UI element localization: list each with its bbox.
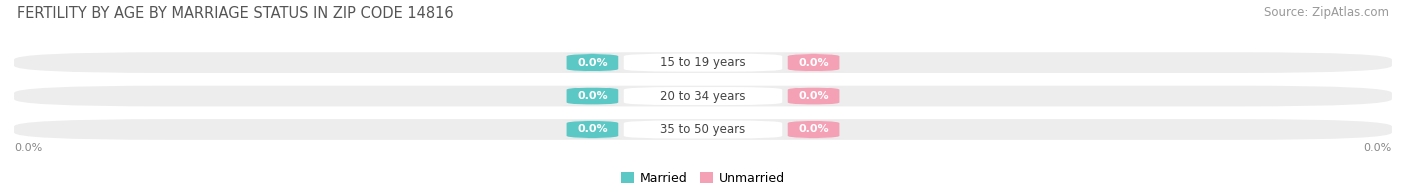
Text: 0.0%: 0.0% bbox=[799, 124, 830, 134]
Text: 20 to 34 years: 20 to 34 years bbox=[661, 90, 745, 103]
FancyBboxPatch shape bbox=[785, 54, 842, 72]
Text: 0.0%: 0.0% bbox=[1364, 143, 1392, 153]
Text: 35 to 50 years: 35 to 50 years bbox=[661, 123, 745, 136]
Text: 0.0%: 0.0% bbox=[576, 58, 607, 68]
FancyBboxPatch shape bbox=[785, 87, 842, 105]
FancyBboxPatch shape bbox=[785, 121, 842, 139]
Text: Source: ZipAtlas.com: Source: ZipAtlas.com bbox=[1264, 6, 1389, 19]
FancyBboxPatch shape bbox=[14, 119, 1392, 140]
FancyBboxPatch shape bbox=[564, 54, 621, 72]
Text: 0.0%: 0.0% bbox=[799, 58, 830, 68]
Text: 0.0%: 0.0% bbox=[576, 91, 607, 101]
Legend: Married, Unmarried: Married, Unmarried bbox=[616, 167, 790, 190]
Text: 15 to 19 years: 15 to 19 years bbox=[661, 56, 745, 69]
FancyBboxPatch shape bbox=[564, 121, 621, 139]
FancyBboxPatch shape bbox=[14, 52, 1392, 73]
Text: 0.0%: 0.0% bbox=[14, 143, 42, 153]
Text: FERTILITY BY AGE BY MARRIAGE STATUS IN ZIP CODE 14816: FERTILITY BY AGE BY MARRIAGE STATUS IN Z… bbox=[17, 6, 454, 21]
FancyBboxPatch shape bbox=[564, 87, 621, 105]
FancyBboxPatch shape bbox=[14, 86, 1392, 106]
Text: 0.0%: 0.0% bbox=[799, 91, 830, 101]
FancyBboxPatch shape bbox=[624, 87, 782, 105]
FancyBboxPatch shape bbox=[624, 121, 782, 139]
FancyBboxPatch shape bbox=[624, 54, 782, 72]
Text: 0.0%: 0.0% bbox=[576, 124, 607, 134]
